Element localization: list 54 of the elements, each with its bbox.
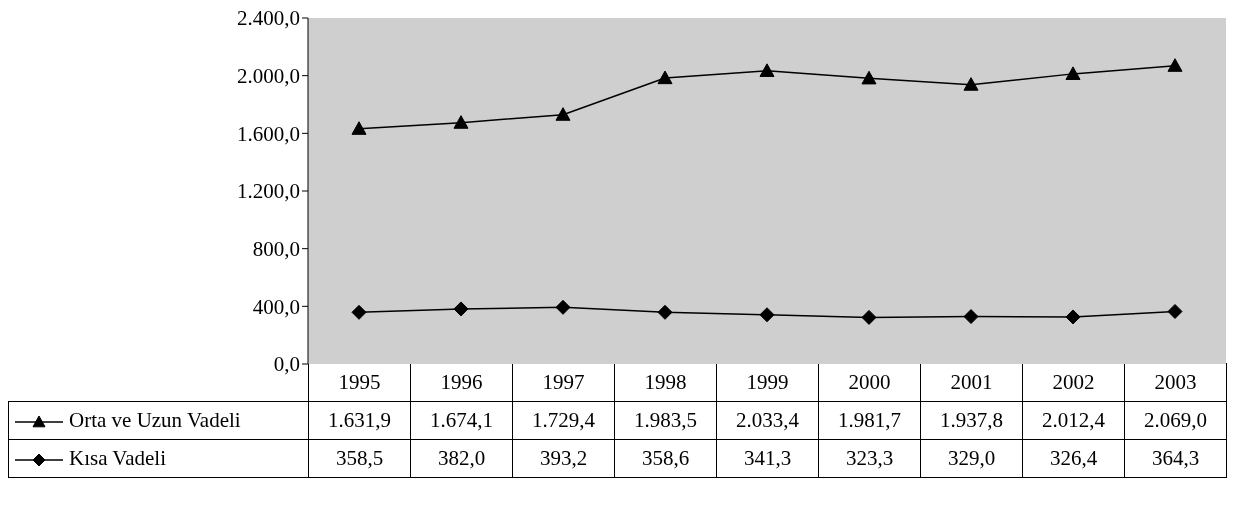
data-label: 393,2: [512, 439, 615, 478]
point: [963, 309, 979, 325]
legend-label: Kısa Vadeli: [8, 439, 309, 478]
data-label: 2.012,4: [1022, 401, 1125, 440]
point: [759, 63, 775, 77]
point: [861, 70, 877, 85]
data-label: 1.631,9: [308, 401, 411, 440]
point: [759, 307, 775, 323]
data-label: 1.729,4: [512, 401, 615, 440]
x-tick-label: 1995: [308, 363, 411, 402]
data-label: 1.981,7: [818, 401, 921, 440]
data-label: 1.674,1: [410, 401, 513, 440]
data-label: 358,5: [308, 439, 411, 478]
data-label: 358,6: [614, 439, 717, 478]
y-tick-label: 2.000,0: [237, 64, 300, 89]
data-label: 1.983,5: [614, 401, 717, 440]
data-label: 382,0: [410, 439, 513, 478]
point: [861, 309, 877, 325]
y-tick-label: 0,0: [273, 352, 300, 377]
y-tick-label: 400,0: [252, 294, 300, 319]
x-tick-label: 2000: [818, 363, 921, 402]
data-label: 364,3: [1124, 439, 1227, 478]
data-label: 1.937,8: [920, 401, 1023, 440]
point: [1167, 303, 1183, 319]
y-tick-label: 800,0: [252, 237, 300, 262]
point: [453, 301, 469, 317]
y-tick-label: 2.400,0: [237, 6, 300, 31]
data-label: 2.069,0: [1124, 401, 1227, 440]
y-tick-label: 1.600,0: [237, 121, 300, 146]
x-tick-label: 2002: [1022, 363, 1125, 402]
point: [657, 70, 673, 85]
point: [963, 77, 979, 91]
point: [555, 299, 571, 315]
data-label: 2.033,4: [716, 401, 819, 440]
data-label: 341,3: [716, 439, 819, 478]
y-tick-label: 1.200,0: [237, 179, 300, 204]
data-label: 326,4: [1022, 439, 1125, 478]
point: [1065, 66, 1081, 80]
x-tick-label: 1996: [410, 363, 513, 402]
point: [555, 107, 571, 121]
point: [1065, 309, 1081, 325]
data-label: 329,0: [920, 439, 1023, 478]
data-label: 323,3: [818, 439, 921, 478]
point: [351, 121, 367, 135]
point: [351, 304, 367, 320]
point: [1167, 58, 1183, 72]
point: [657, 304, 673, 320]
x-tick-label: 1997: [512, 363, 615, 402]
point: [453, 115, 469, 129]
legend-label: Orta ve Uzun Vadeli: [8, 401, 309, 440]
x-tick-label: 1998: [614, 363, 717, 402]
x-tick-label: 2003: [1124, 363, 1227, 402]
x-tick-label: 2001: [920, 363, 1023, 402]
x-tick-label: 1999: [716, 363, 819, 402]
